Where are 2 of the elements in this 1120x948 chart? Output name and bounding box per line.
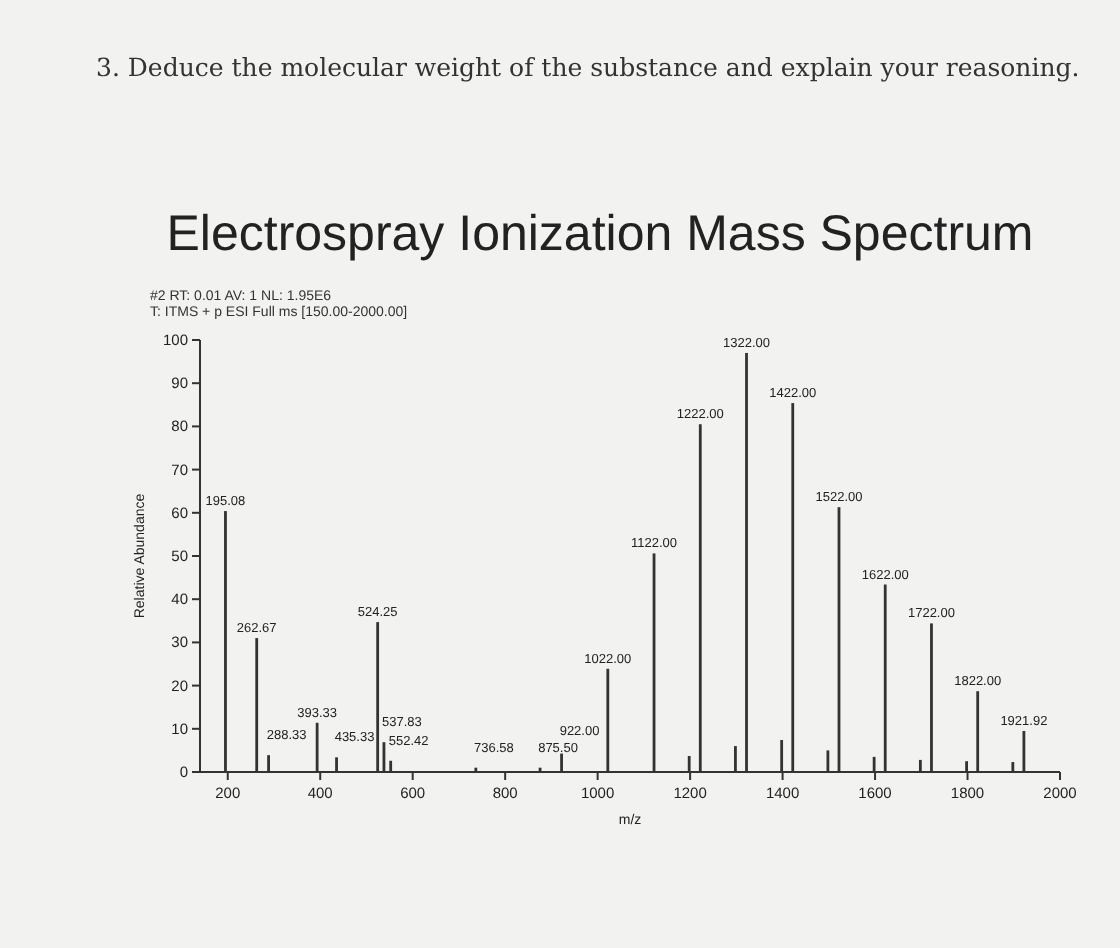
chart-title: Electrospray Ionization Mass Spectrum [166, 206, 1034, 262]
text: 3. Deduce the molecular weight of the substance and explain your reasoning. [96, 52, 1080, 82]
